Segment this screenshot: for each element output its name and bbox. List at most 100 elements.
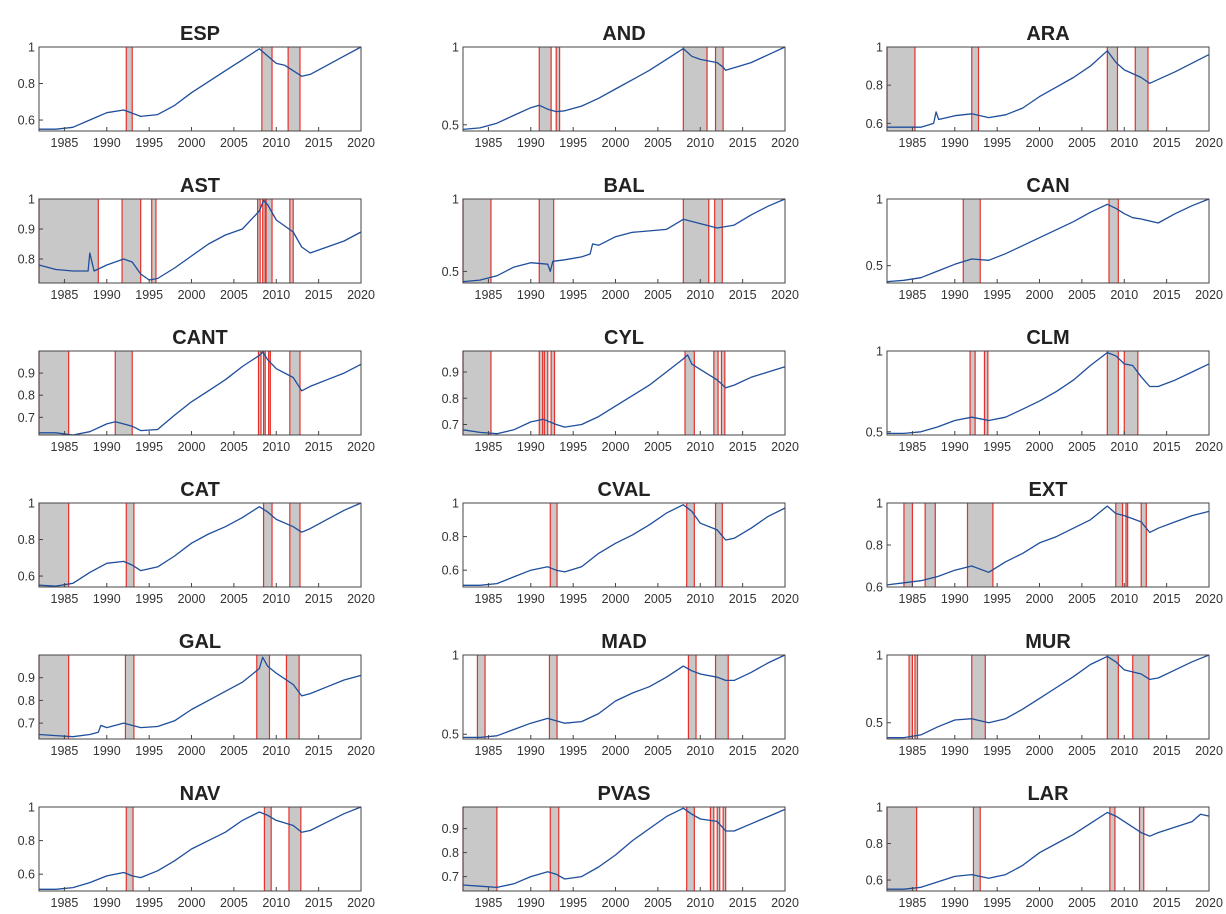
x-tick-label: 1995	[983, 744, 1011, 758]
x-tick-label: 1995	[983, 136, 1011, 150]
x-tick-label: 1985	[899, 592, 927, 606]
plot-area	[463, 47, 785, 131]
x-tick-label: 1985	[899, 896, 927, 910]
series-line	[462, 354, 786, 435]
shaded-region	[477, 655, 486, 739]
y-tick-label: 1	[876, 193, 883, 207]
x-tick-label: 2010	[1110, 896, 1138, 910]
x-tick-label: 1990	[93, 592, 121, 606]
y-tick-label: 0.9	[18, 223, 35, 237]
x-tick-label: 2005	[644, 288, 672, 302]
shaded-region	[925, 503, 936, 587]
shaded-region	[683, 47, 708, 131]
x-tick-label: 2005	[1068, 440, 1096, 454]
x-tick-label: 1985	[475, 592, 503, 606]
shaded-region	[268, 351, 271, 435]
y-tick-label: 0.6	[442, 564, 459, 578]
y-tick-label: 0.8	[866, 837, 883, 851]
shaded-region	[1109, 807, 1115, 891]
x-tick-label: 2000	[602, 440, 630, 454]
shaded-region	[126, 807, 134, 891]
series-line	[463, 654, 786, 739]
x-tick-label: 2010	[686, 592, 714, 606]
x-tick-label: 1995	[135, 592, 163, 606]
shaded-region	[551, 351, 555, 435]
x-tick-label: 1995	[983, 440, 1011, 454]
x-tick-label: 1990	[517, 288, 545, 302]
panel-title: GAL	[179, 631, 221, 653]
x-tick-label: 2010	[262, 136, 290, 150]
x-tick-label: 2010	[686, 440, 714, 454]
shaded-region	[126, 503, 134, 587]
x-tick-label: 2000	[1026, 288, 1054, 302]
x-tick-label: 1985	[899, 288, 927, 302]
x-tick-label: 1990	[517, 592, 545, 606]
x-tick-label: 1990	[93, 440, 121, 454]
series-line	[886, 505, 1210, 586]
shaded-region	[903, 503, 913, 587]
x-tick-label: 1985	[51, 744, 79, 758]
shaded-region	[973, 807, 981, 891]
y-tick-label: 0.8	[18, 533, 35, 547]
axis-frame	[886, 806, 1210, 892]
y-tick-label: 1	[28, 497, 35, 511]
plot-area	[887, 503, 1209, 587]
x-tick-label: 1990	[941, 592, 969, 606]
shaded-region	[125, 655, 134, 739]
plot-area	[39, 47, 361, 131]
x-tick-label: 2005	[1068, 744, 1096, 758]
x-tick-label: 2015	[305, 288, 333, 302]
shaded-region	[971, 47, 979, 131]
shaded-region	[963, 199, 981, 283]
plot-area	[887, 47, 1209, 131]
x-tick-label: 2015	[1153, 288, 1181, 302]
shaded-region	[263, 351, 266, 435]
panel-title: CYL	[604, 327, 644, 349]
panel-gal: 1985 1990 1995 2000 2005 2010 2015 2020 0.7 0.8 0.…	[18, 631, 375, 758]
axis-frame	[462, 46, 786, 132]
panel-can: 1985 1990 1995 2000 2005 2010 2015 2020 0.5 1 CAN	[866, 175, 1223, 302]
y-tick-label: 1	[876, 801, 883, 815]
axis-frame	[886, 654, 1210, 740]
y-tick-label: 0.9	[18, 671, 35, 685]
x-tick-label: 2005	[1068, 136, 1096, 150]
plot-area	[463, 199, 785, 283]
x-tick-label: 1990	[517, 136, 545, 150]
y-tick-label: 0.8	[866, 79, 883, 93]
panel-cat: 1985 1990 1995 2000 2005 2010 2015 2020 0.6 0.8 1 C…	[18, 479, 375, 606]
x-tick-label: 1985	[51, 288, 79, 302]
plot-area	[887, 807, 1209, 891]
x-tick-label: 2000	[1026, 136, 1054, 150]
plot-area	[39, 655, 361, 739]
x-tick-label: 1985	[51, 440, 79, 454]
x-tick-label: 1990	[93, 136, 121, 150]
y-tick-label: 0.6	[866, 117, 883, 131]
x-tick-label: 2000	[1026, 440, 1054, 454]
x-tick-label: 2010	[262, 744, 290, 758]
axis-frame	[38, 806, 362, 892]
x-tick-label: 1995	[559, 288, 587, 302]
y-tick-label: 0.6	[18, 868, 35, 882]
plot-area	[463, 351, 785, 435]
shaded-region	[289, 503, 300, 587]
y-tick-label: 0.8	[18, 694, 35, 708]
y-tick-label: 0.8	[18, 253, 35, 267]
panel-title: AST	[180, 175, 220, 197]
panel-bal: 1985 1990 1995 2000 2005 2010 2015 2020 0.5 1 BAL	[442, 175, 799, 302]
series-line	[887, 811, 1210, 890]
y-tick-label: 0.9	[442, 822, 459, 836]
shaded-region	[463, 807, 497, 891]
y-tick-label: 0.7	[442, 418, 459, 432]
shaded-region	[685, 351, 695, 435]
shaded-region	[286, 655, 300, 739]
x-tick-label: 2010	[686, 744, 714, 758]
y-tick-label: 0.7	[442, 870, 459, 884]
shaded-region	[115, 351, 133, 435]
shaded-region	[715, 47, 724, 131]
x-tick-label: 1995	[135, 440, 163, 454]
x-tick-label: 2020	[771, 440, 799, 454]
panel-cval: 1985 1990 1995 2000 2005 2010 2015 2020 0.6 0.8 1 C…	[442, 479, 799, 606]
y-tick-label: 0.8	[18, 77, 35, 91]
y-tick-label: 1	[452, 497, 459, 511]
